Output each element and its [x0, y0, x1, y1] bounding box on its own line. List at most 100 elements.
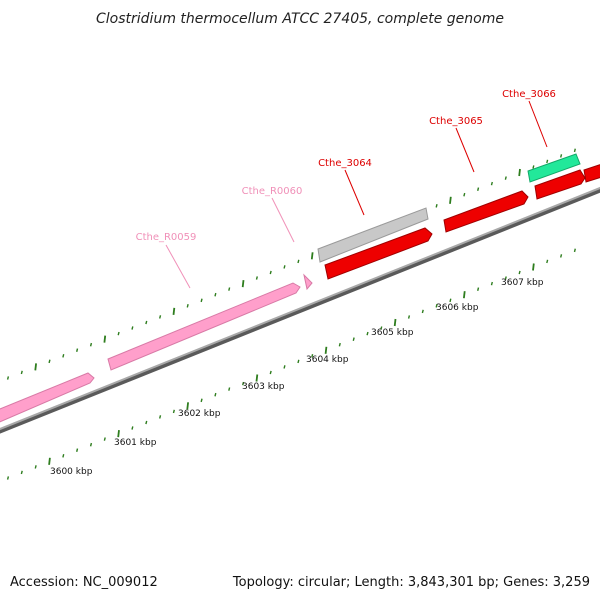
minor-tick: [186, 304, 189, 308]
minor-tick: [6, 376, 10, 380]
minor-tick: [435, 304, 438, 308]
major-tick: [518, 168, 521, 177]
minor-tick: [283, 265, 286, 269]
major-tick: [255, 374, 259, 382]
gene-cthe-3064-grey[interactable]: [317, 207, 429, 263]
minor-tick: [159, 415, 162, 419]
scale-label-3603: 3603 kbp: [242, 382, 285, 392]
gene-cthe-r0060[interactable]: [303, 273, 313, 291]
minor-tick: [89, 442, 93, 447]
minor-tick: [76, 448, 79, 452]
minor-tick: [490, 281, 493, 286]
minor-tick: [48, 359, 51, 364]
scale-label-3602: 3602 kbp: [178, 409, 221, 419]
scale-label-3607: 3607 kbp: [501, 278, 544, 288]
minor-tick: [103, 437, 106, 441]
minor-tick: [504, 276, 507, 280]
minor-tick: [228, 287, 231, 291]
upper-tick-track: [6, 148, 576, 380]
minor-tick: [172, 409, 175, 414]
minor-tick: [463, 192, 466, 197]
gene-label-cthe-3064: Cthe_3064: [318, 158, 372, 169]
minor-tick: [20, 370, 23, 375]
gene-pink-1[interactable]: [0, 372, 95, 424]
lower-tick-track: [6, 248, 576, 480]
minor-tick: [228, 387, 231, 391]
minor-tick: [504, 176, 507, 180]
minor-tick: [255, 276, 258, 280]
scale-labels: 3600 kbp 3601 kbp 3602 kbp 3603 kbp 3604…: [50, 278, 544, 477]
minor-tick: [34, 465, 37, 469]
minor-tick: [490, 181, 493, 186]
accession-text: Accession: NC_009012: [10, 575, 158, 590]
minor-tick: [20, 470, 23, 475]
minor-tick: [546, 159, 549, 164]
minor-tick: [131, 326, 134, 330]
feature-track: [0, 153, 600, 424]
gene-label-cthe-r0059: Cthe_R0059: [136, 232, 197, 243]
minor-tick: [89, 342, 93, 347]
gene-cthe-r0059[interactable]: [107, 282, 301, 371]
minor-tick: [311, 354, 314, 358]
minor-tick: [297, 359, 300, 364]
genome-summary-text: Topology: circular; Length: 3,843,301 bp…: [232, 575, 590, 590]
scale-label-3605: 3605 kbp: [371, 328, 414, 338]
scale-label-3601: 3601 kbp: [114, 438, 157, 448]
minor-tick: [449, 298, 452, 303]
minor-tick: [200, 298, 203, 303]
minor-tick: [62, 354, 65, 358]
major-tick: [463, 291, 466, 299]
minor-tick: [546, 259, 549, 264]
minor-tick: [214, 292, 217, 297]
minor-tick: [200, 398, 203, 403]
minor-tick: [145, 420, 148, 425]
minor-tick: [117, 331, 120, 336]
gene-label-leaders: [165, 100, 548, 289]
minor-tick: [518, 270, 521, 275]
major-tick: [34, 363, 37, 371]
major-tick: [449, 196, 452, 204]
minor-tick: [407, 315, 411, 319]
gene-label-cthe-r0060: Cthe_R0060: [242, 186, 303, 197]
minor-tick: [62, 454, 65, 458]
major-tick: [532, 263, 535, 271]
minor-tick: [560, 254, 563, 258]
minor-tick: [242, 381, 245, 386]
minor-tick: [131, 426, 134, 430]
minor-tick: [573, 248, 576, 253]
minor-tick: [6, 476, 10, 480]
major-tick: [241, 279, 245, 288]
minor-tick: [214, 392, 217, 397]
map-title: Clostridium thermocellum ATCC 27405, com…: [96, 11, 504, 27]
minor-tick: [366, 331, 369, 336]
minor-tick: [283, 365, 286, 369]
minor-tick: [573, 148, 576, 153]
minor-tick: [269, 270, 272, 275]
gene-red-upper-right[interactable]: [534, 169, 586, 200]
gene-cthe-3065[interactable]: [443, 190, 529, 233]
genome-backbone: [0, 186, 600, 434]
major-tick: [48, 457, 51, 465]
minor-tick: [421, 309, 424, 314]
minor-tick: [560, 154, 563, 158]
minor-tick: [477, 187, 480, 191]
scale-label-3606: 3606 kbp: [436, 303, 479, 313]
gene-label-cthe-3066: Cthe_3066: [502, 89, 556, 100]
major-tick: [324, 346, 328, 354]
gene-label-cthe-3065: Cthe_3065: [429, 116, 483, 127]
gene-cthe-3066-green[interactable]: [527, 153, 581, 183]
minor-tick: [352, 337, 355, 341]
minor-tick: [76, 348, 79, 352]
minor-tick: [159, 315, 162, 319]
scale-label-3604: 3604 kbp: [306, 355, 349, 365]
major-tick: [117, 429, 120, 438]
minor-tick: [477, 287, 480, 291]
gene-red-edge[interactable]: [583, 163, 600, 183]
minor-tick: [435, 204, 438, 208]
minor-tick: [297, 259, 300, 264]
major-tick: [393, 318, 397, 327]
major-tick: [186, 402, 189, 410]
minor-tick: [269, 370, 272, 375]
gene-cthe-3064[interactable]: [324, 227, 433, 280]
